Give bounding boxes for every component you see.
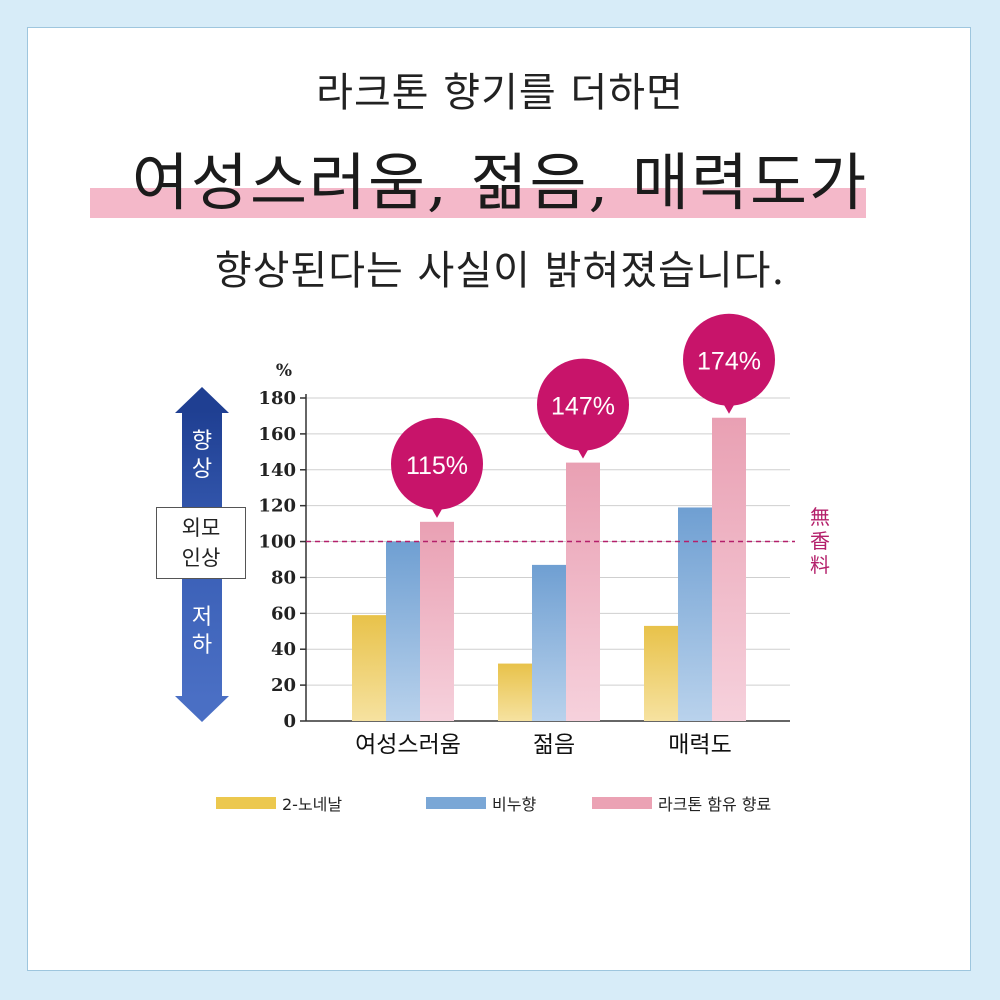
y-tick-label: 60 [271, 603, 296, 624]
reference-line: 無香料 [306, 505, 830, 577]
appearance-label-1: 외모 [181, 516, 221, 540]
headline-line-3: 향상된다는 사실이 밝혀졌습니다. [214, 248, 786, 294]
callout-label: 147% [551, 393, 615, 421]
callouts: 115% 147% 174% [391, 313, 775, 518]
label-decline: 저하 [176, 604, 228, 660]
y-tick-label: 120 [258, 496, 296, 517]
bar [498, 663, 532, 721]
legend-label: 2-노네날 [282, 795, 342, 814]
reference-line-label: 無 [810, 505, 830, 529]
y-tick-label: 180 [258, 388, 296, 409]
bar [352, 615, 386, 721]
y-tick-label: 40 [271, 639, 296, 660]
headline-line-1: 라크톤 향기를 더하면 [316, 70, 684, 116]
callout-pointer [721, 399, 737, 414]
x-tick-label: 젊음 [533, 732, 575, 758]
label-improve-text: 향상 [191, 429, 213, 482]
bar [532, 564, 566, 721]
bar [678, 507, 712, 721]
headline-highlight [90, 188, 866, 218]
x-tick-label: 여성스러움 [355, 732, 461, 758]
appearance-label-2: 인상 [181, 546, 221, 570]
bar [386, 541, 420, 721]
reference-line-label: 料 [810, 553, 830, 577]
callout-bubble [683, 313, 775, 406]
arrow-head-up [175, 387, 229, 413]
label-decline-text: 저하 [191, 605, 213, 658]
bar [420, 521, 454, 721]
reference-line-label: 香 [810, 529, 830, 553]
y-unit-label: % [276, 361, 292, 381]
legend-swatch [216, 797, 276, 809]
y-tick-label: 20 [271, 675, 296, 696]
y-tick-label: 160 [258, 424, 296, 445]
callout-bubble [537, 358, 629, 451]
callout-label: 115% [406, 452, 468, 480]
legend: 2-노네날 비누향 라크톤 함유 향료 [216, 795, 771, 814]
legend-swatch [592, 797, 652, 809]
x-axis: 여성스러움 젊음 매력도 [355, 732, 732, 758]
arrow-head-down [175, 696, 229, 722]
callout-label: 174% [697, 348, 761, 376]
bar [566, 462, 600, 721]
y-tick-label: 100 [258, 532, 296, 553]
y-tick-label: 0 [283, 711, 296, 732]
bar [644, 625, 678, 721]
label-improve: 향상 [176, 428, 228, 484]
callout-bubble [391, 417, 483, 510]
y-tick-label: 140 [258, 460, 296, 481]
y-tick-label: 80 [271, 567, 296, 588]
bars [352, 417, 746, 721]
legend-label: 비누향 [492, 795, 536, 814]
legend-swatch [426, 797, 486, 809]
legend-label: 라크톤 함유 향료 [658, 795, 771, 814]
appearance-label-box: 외모 인상 [156, 507, 246, 579]
headline-line-2: 여성스러움, 젊음, 매력도가 [131, 146, 869, 219]
callout-pointer [429, 503, 445, 518]
bar [712, 417, 746, 721]
callout-pointer [575, 444, 591, 459]
x-tick-label: 매력도 [668, 732, 731, 758]
